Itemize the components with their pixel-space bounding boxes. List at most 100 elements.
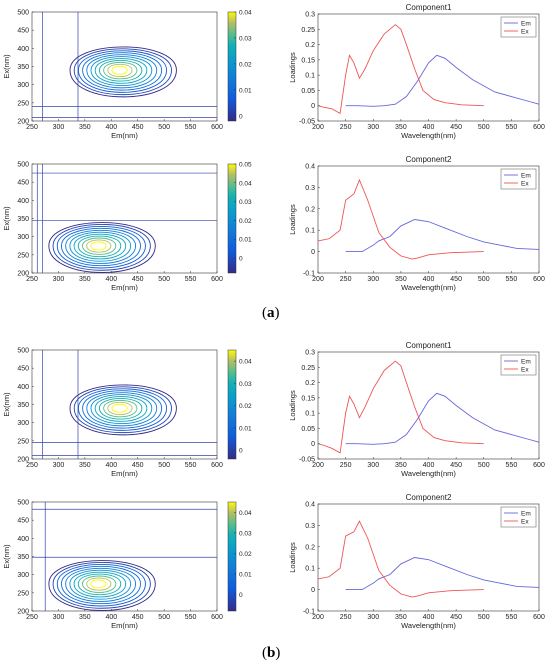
chart-title: Component1 bbox=[406, 341, 452, 350]
contour-line bbox=[56, 225, 146, 269]
contour-line bbox=[69, 46, 177, 98]
x-tick-label: 600 bbox=[211, 276, 223, 283]
contour-line bbox=[73, 571, 127, 598]
y-tick-label: 0.2 bbox=[305, 544, 315, 551]
colorbar bbox=[227, 11, 237, 122]
chart-title: Component2 bbox=[406, 155, 452, 164]
colorbar-tick-label: 0 bbox=[239, 448, 243, 455]
x-tick-label: 200 bbox=[312, 124, 324, 131]
contour-line bbox=[48, 560, 156, 611]
contour-line bbox=[52, 224, 151, 271]
line-plot-a2: Component2 200 250 300 350 400 450 500 550 600 -0.… bbox=[275, 152, 550, 304]
x-axis-label: Wavelength(nm) bbox=[401, 469, 456, 478]
y-axis-label: Ex(nm) bbox=[2, 206, 11, 231]
colorbar bbox=[227, 163, 237, 274]
x-tick-label: 400 bbox=[423, 614, 435, 621]
x-tick-label: 300 bbox=[367, 614, 379, 621]
x-tick-label: 300 bbox=[53, 462, 65, 469]
x-tick-label: 250 bbox=[26, 614, 38, 621]
y-tick-label: 400 bbox=[17, 46, 29, 53]
y-tick-label: 0.25 bbox=[301, 365, 315, 372]
contour-line bbox=[82, 390, 163, 429]
x-tick-label: 500 bbox=[478, 124, 490, 131]
y-tick-label: 450 bbox=[17, 28, 29, 35]
colorbar-tick-label: 0.01 bbox=[239, 87, 252, 94]
x-tick-label: 450 bbox=[450, 462, 462, 469]
x-tick-label: 600 bbox=[211, 614, 223, 621]
x-axis-label: Wavelength(nm) bbox=[401, 131, 456, 140]
y-tick-label: 0 bbox=[311, 441, 315, 448]
y-tick-label: -0.05 bbox=[299, 119, 315, 126]
y-tick-label: 400 bbox=[17, 198, 29, 205]
series-line-ex bbox=[317, 24, 484, 115]
contour-line bbox=[90, 394, 153, 424]
y-tick-label: 200 bbox=[17, 457, 29, 464]
colorbar-tick-label: 0.05 bbox=[239, 162, 252, 169]
y-tick-label: 350 bbox=[17, 554, 29, 561]
legend-label: Ex bbox=[521, 181, 529, 188]
y-tick-label: 300 bbox=[17, 82, 29, 89]
y-tick-label: 0.4 bbox=[305, 164, 315, 171]
y-tick-label: -0.05 bbox=[299, 457, 315, 464]
y-tick-label: 0.1 bbox=[305, 411, 315, 418]
x-tick-label: 250 bbox=[26, 276, 38, 283]
x-tick-label: 500 bbox=[158, 276, 170, 283]
y-tick-label: 0.3 bbox=[305, 523, 315, 530]
x-tick-label: 550 bbox=[506, 276, 518, 283]
x-axis-label: Wavelength(nm) bbox=[401, 283, 456, 292]
x-tick-label: 350 bbox=[395, 462, 407, 469]
x-tick-label: 250 bbox=[26, 462, 38, 469]
contour-line bbox=[73, 48, 172, 95]
y-tick-label: 0.1 bbox=[305, 566, 315, 573]
series-line-em bbox=[345, 54, 540, 107]
x-tick-label: 500 bbox=[158, 462, 170, 469]
y-tick-label: -0.1 bbox=[303, 609, 315, 616]
contour-plot-b2: 250 300 350 400 450 500 550 600 200 250 300 350 400 4… bbox=[0, 490, 275, 642]
panel-label-b: (b) bbox=[262, 645, 281, 661]
x-tick-label: 500 bbox=[478, 462, 490, 469]
contour-line bbox=[77, 573, 122, 596]
series-line-em bbox=[345, 392, 540, 445]
contour-line bbox=[77, 388, 168, 431]
panel-label-a: (a) bbox=[262, 305, 280, 321]
contour-line bbox=[61, 565, 141, 605]
y-axis-label: Loadings bbox=[288, 542, 297, 573]
x-axis-label: Em(nm) bbox=[111, 621, 138, 630]
y-tick-label: 250 bbox=[17, 252, 29, 259]
x-tick-label: 350 bbox=[79, 462, 91, 469]
x-tick-label: 300 bbox=[367, 124, 379, 131]
y-tick-label: 250 bbox=[17, 590, 29, 597]
y-axis-label: Loadings bbox=[288, 390, 297, 421]
colorbar-tick-label: 0.04 bbox=[239, 10, 252, 17]
x-tick-label: 400 bbox=[423, 462, 435, 469]
y-tick-label: 400 bbox=[17, 536, 29, 543]
y-tick-label: 0.1 bbox=[305, 73, 315, 80]
x-tick-label: 550 bbox=[185, 124, 197, 131]
x-axis-label: Em(nm) bbox=[111, 469, 138, 478]
x-tick-label: 300 bbox=[53, 276, 65, 283]
x-tick-label: 400 bbox=[105, 124, 117, 131]
y-axis-label: Ex(nm) bbox=[2, 544, 11, 569]
x-tick-label: 600 bbox=[211, 124, 223, 131]
legend-label: Em bbox=[521, 511, 531, 518]
contour-line bbox=[69, 569, 132, 600]
chart-title: Component2 bbox=[406, 493, 452, 502]
x-tick-label: 400 bbox=[423, 276, 435, 283]
x-tick-label: 400 bbox=[105, 462, 117, 469]
contour-line bbox=[52, 562, 151, 609]
x-tick-label: 450 bbox=[450, 124, 462, 131]
contour-line bbox=[56, 563, 146, 607]
series-line-ex bbox=[317, 360, 484, 454]
y-tick-label: 0.2 bbox=[305, 42, 315, 49]
x-tick-label: 300 bbox=[367, 462, 379, 469]
x-axis-label: Em(nm) bbox=[111, 131, 138, 140]
x-tick-label: 350 bbox=[79, 276, 91, 283]
contour-line bbox=[82, 237, 117, 255]
x-tick-label: 300 bbox=[53, 614, 65, 621]
y-tick-label: 350 bbox=[17, 64, 29, 71]
colorbar-tick-label: 0.03 bbox=[239, 35, 252, 42]
x-tick-label: 350 bbox=[79, 614, 91, 621]
y-axis-label: Ex(nm) bbox=[2, 392, 11, 417]
y-tick-label: 0.05 bbox=[301, 88, 315, 95]
x-tick-label: 250 bbox=[340, 462, 352, 469]
